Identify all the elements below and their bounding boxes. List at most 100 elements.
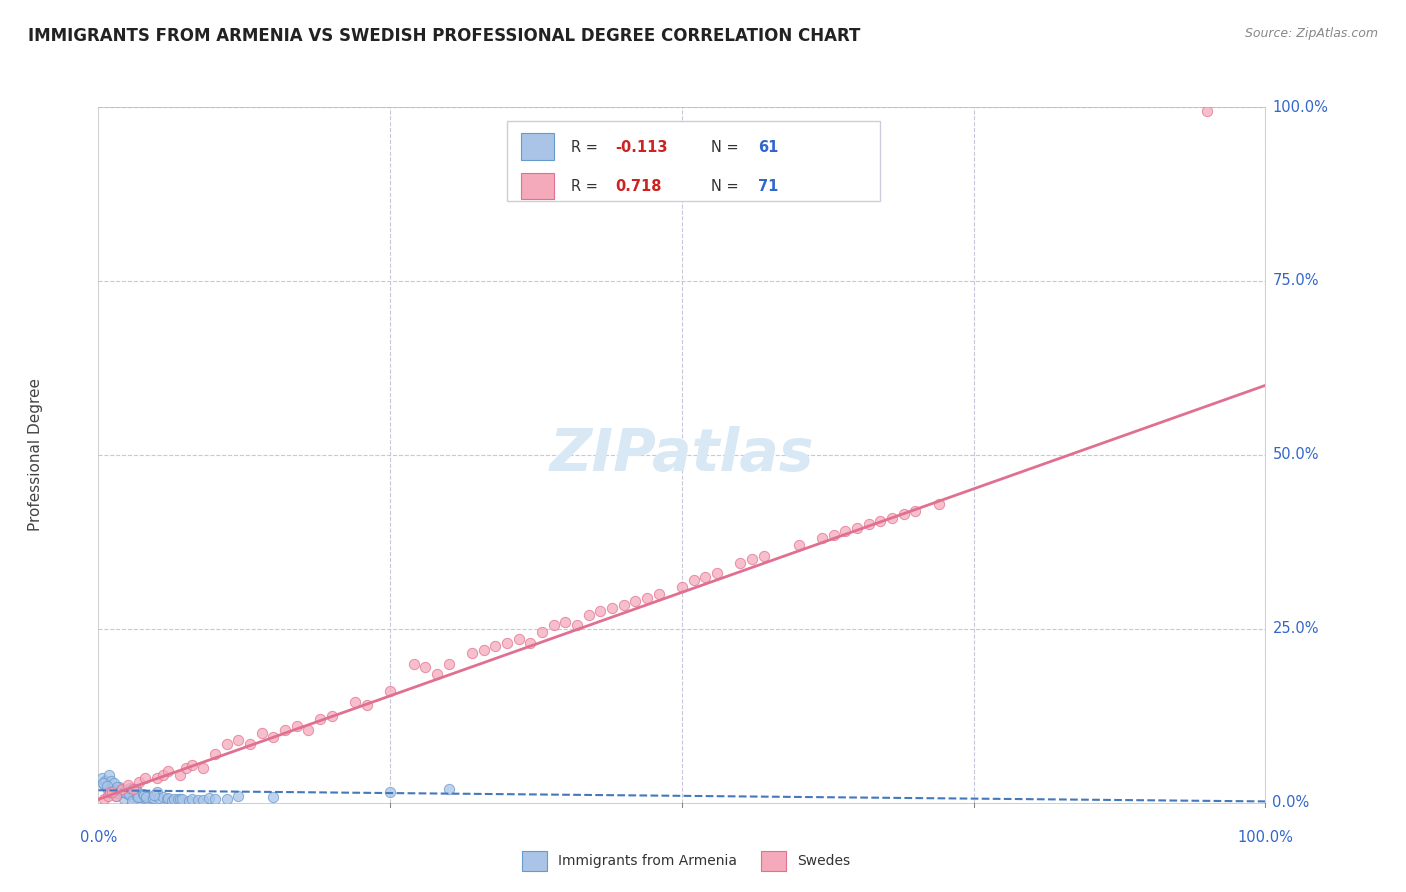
Text: 0.718: 0.718 bbox=[616, 179, 662, 194]
Point bbox=[125, 789, 148, 803]
Point bbox=[96, 779, 118, 793]
Point bbox=[112, 792, 135, 806]
Point bbox=[204, 791, 226, 805]
Point bbox=[413, 660, 436, 674]
Point bbox=[132, 787, 155, 801]
Text: 25.0%: 25.0% bbox=[1272, 622, 1319, 636]
Point bbox=[180, 757, 202, 772]
Point bbox=[172, 791, 194, 805]
Point bbox=[356, 698, 378, 713]
Point bbox=[437, 781, 460, 796]
Point bbox=[103, 776, 125, 790]
Point bbox=[107, 786, 129, 800]
Point bbox=[215, 792, 238, 806]
Text: N =: N = bbox=[711, 140, 744, 155]
FancyBboxPatch shape bbox=[520, 134, 554, 160]
Point bbox=[543, 618, 565, 632]
Point bbox=[127, 789, 149, 804]
Point bbox=[104, 783, 127, 797]
Text: 0.0%: 0.0% bbox=[1272, 796, 1309, 810]
Point bbox=[193, 761, 215, 775]
Point bbox=[104, 789, 127, 803]
Point bbox=[143, 788, 166, 802]
Point bbox=[811, 532, 834, 546]
Point bbox=[554, 615, 576, 629]
Point bbox=[834, 524, 856, 539]
Point bbox=[93, 792, 115, 806]
Point bbox=[845, 521, 868, 535]
Point bbox=[97, 768, 120, 782]
Point bbox=[472, 642, 495, 657]
Point bbox=[752, 549, 775, 563]
Point bbox=[682, 573, 704, 587]
Point bbox=[97, 789, 120, 803]
Point bbox=[565, 618, 588, 632]
Point bbox=[152, 768, 174, 782]
Point bbox=[600, 601, 623, 615]
Point bbox=[880, 510, 903, 524]
Point bbox=[148, 791, 170, 805]
Point bbox=[624, 594, 647, 608]
Point bbox=[869, 514, 891, 528]
FancyBboxPatch shape bbox=[520, 173, 554, 199]
Text: 0.0%: 0.0% bbox=[80, 830, 117, 845]
Point bbox=[706, 566, 728, 581]
Point bbox=[101, 785, 124, 799]
Point bbox=[157, 791, 180, 805]
Point bbox=[111, 781, 134, 796]
Point bbox=[274, 723, 297, 737]
Point bbox=[787, 538, 810, 552]
Point bbox=[893, 507, 915, 521]
Point bbox=[228, 789, 250, 803]
Point bbox=[91, 775, 114, 789]
Text: Source: ZipAtlas.com: Source: ZipAtlas.com bbox=[1244, 27, 1378, 40]
Point bbox=[297, 723, 319, 737]
Point bbox=[589, 605, 612, 619]
Point bbox=[152, 790, 174, 805]
Point bbox=[122, 781, 145, 796]
Point bbox=[262, 730, 284, 744]
Point bbox=[114, 785, 136, 799]
Point bbox=[578, 607, 600, 622]
Point bbox=[121, 794, 143, 808]
Point bbox=[101, 785, 124, 799]
Point bbox=[204, 747, 226, 761]
Point bbox=[156, 792, 179, 806]
Point bbox=[730, 556, 752, 570]
Point bbox=[139, 789, 162, 804]
Point bbox=[90, 772, 112, 786]
Text: Swedes: Swedes bbox=[797, 854, 851, 868]
Point bbox=[100, 774, 122, 789]
Point bbox=[858, 517, 880, 532]
Text: -0.113: -0.113 bbox=[616, 140, 668, 155]
Point bbox=[93, 778, 115, 792]
Point bbox=[118, 781, 141, 796]
Point bbox=[146, 772, 169, 786]
Point bbox=[104, 789, 127, 803]
Text: 100.0%: 100.0% bbox=[1272, 100, 1329, 114]
Point bbox=[636, 591, 658, 605]
Point bbox=[378, 684, 402, 698]
Point bbox=[695, 570, 717, 584]
Point bbox=[262, 790, 284, 805]
Point bbox=[344, 695, 367, 709]
Text: R =: R = bbox=[571, 140, 603, 155]
Point bbox=[321, 708, 343, 723]
Point bbox=[1195, 103, 1218, 118]
Point bbox=[179, 794, 201, 808]
Text: 100.0%: 100.0% bbox=[1237, 830, 1294, 845]
Point bbox=[125, 781, 148, 796]
Point bbox=[823, 528, 845, 542]
Text: IMMIGRANTS FROM ARMENIA VS SWEDISH PROFESSIONAL DEGREE CORRELATION CHART: IMMIGRANTS FROM ARMENIA VS SWEDISH PROFE… bbox=[28, 27, 860, 45]
Point bbox=[146, 785, 169, 799]
Point bbox=[309, 712, 332, 726]
Point bbox=[928, 497, 950, 511]
Point bbox=[169, 791, 191, 805]
Point bbox=[108, 780, 131, 795]
Point bbox=[484, 639, 506, 653]
Point bbox=[215, 737, 238, 751]
Point bbox=[157, 764, 180, 779]
Point bbox=[169, 768, 191, 782]
Point bbox=[128, 789, 150, 804]
Point bbox=[166, 792, 188, 806]
